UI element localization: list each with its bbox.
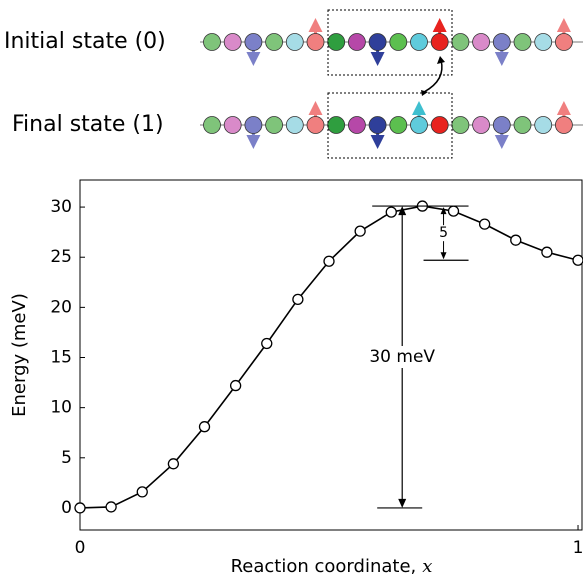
atom	[347, 116, 366, 134]
spin-down	[246, 52, 261, 66]
annotation-label: 30 meV	[369, 347, 435, 367]
row-label: Initial state (0)	[4, 29, 166, 54]
x-axis-label: Reaction coordinate, x	[231, 556, 433, 577]
y-tick-label: 20	[50, 297, 72, 317]
atom	[368, 116, 387, 134]
y-tick-label: 5	[61, 448, 72, 468]
atom	[472, 116, 491, 134]
data-point	[354, 225, 366, 237]
atom	[285, 33, 304, 51]
atom	[265, 116, 284, 134]
data-point	[198, 421, 211, 433]
spin-down	[370, 52, 385, 66]
data-point	[229, 379, 242, 392]
atom	[223, 116, 242, 134]
x-tick-label: 0	[75, 538, 86, 558]
data-point	[323, 255, 335, 267]
atom	[203, 116, 221, 134]
x-tick-label: 1	[573, 538, 583, 558]
atom	[285, 116, 304, 134]
atom	[451, 116, 470, 134]
plot-frame	[79, 179, 583, 531]
atom	[306, 116, 325, 134]
data-point	[447, 205, 460, 217]
y-tick-label: 30	[50, 197, 72, 217]
atom	[410, 116, 428, 134]
atom	[244, 33, 263, 51]
y-tick-label: 15	[50, 348, 72, 368]
chart: 0 5 10 15 20 25 30 0 1 Energy (meV) Reaction coord…	[9, 179, 583, 577]
atom	[430, 33, 449, 51]
data-point	[385, 206, 397, 218]
y-axis-label: Energy (meV)	[9, 293, 30, 417]
atom	[492, 33, 511, 51]
transition-arrow	[423, 59, 443, 93]
atom	[513, 33, 532, 51]
row-label: Final state (1)	[12, 112, 164, 137]
atom	[555, 33, 573, 51]
atom	[492, 116, 511, 134]
spin-down	[246, 135, 261, 149]
spin-up	[308, 18, 323, 32]
data-point	[74, 502, 86, 514]
data-point	[292, 293, 304, 305]
annotation-label: 5	[439, 225, 448, 241]
atom	[347, 33, 366, 51]
atom	[513, 116, 532, 134]
data-point	[136, 486, 148, 498]
atom	[389, 33, 408, 51]
atom	[389, 116, 408, 134]
data-point	[510, 234, 522, 246]
atom	[368, 33, 387, 51]
y-tick-label: 0	[61, 498, 72, 518]
atom	[451, 33, 470, 51]
spin-up	[412, 101, 426, 115]
atom	[265, 33, 284, 51]
spin-down	[494, 52, 509, 66]
spin-up	[432, 18, 447, 32]
atom	[244, 116, 263, 134]
atom	[306, 33, 325, 51]
data-point	[478, 218, 491, 230]
data-point	[105, 501, 117, 513]
atom	[327, 116, 346, 134]
spin-down	[370, 135, 385, 149]
x-axis-symbol: x	[422, 556, 432, 577]
atom	[223, 33, 242, 51]
cell-box	[327, 9, 453, 76]
atom	[534, 33, 553, 51]
spin-up	[556, 101, 571, 115]
data-point	[261, 337, 273, 350]
spin-down	[494, 135, 509, 149]
spin-up	[556, 18, 571, 32]
atom	[472, 33, 491, 51]
atom	[327, 33, 346, 51]
spin-up	[308, 101, 323, 115]
y-tick-label: 25	[50, 247, 72, 267]
x-axis-label-text: Reaction coordinate,	[231, 556, 417, 577]
y-tick-label: 10	[50, 398, 72, 418]
data-point	[572, 254, 583, 266]
atom	[555, 116, 573, 134]
transition-arrowheads	[421, 56, 445, 96]
atom	[534, 116, 553, 134]
atom-chains	[200, 18, 583, 149]
data-point	[167, 458, 180, 470]
atom	[430, 116, 449, 134]
atom	[410, 33, 428, 51]
data-point	[541, 246, 553, 258]
cell-box	[327, 92, 453, 159]
energy-line	[79, 205, 579, 509]
label-bg	[437, 225, 450, 242]
label-bg	[374, 346, 431, 369]
atom	[203, 33, 221, 51]
